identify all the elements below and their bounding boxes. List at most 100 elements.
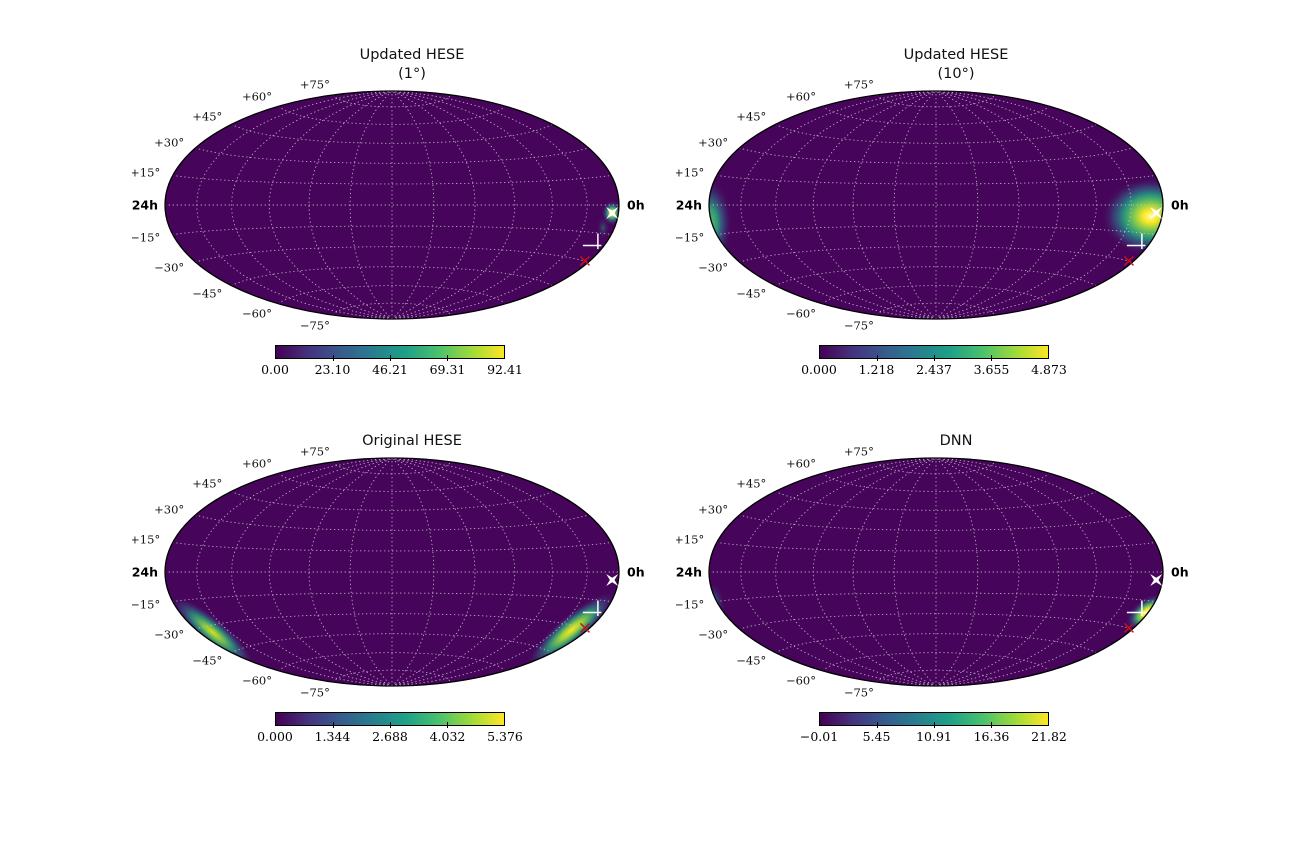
dec-label: −60° <box>786 306 816 320</box>
colorbar-tick <box>990 722 992 728</box>
map-base <box>709 91 1163 319</box>
dec-label: −45° <box>736 286 766 300</box>
dec-label: +30° <box>154 136 184 150</box>
dec-label: +45° <box>736 477 766 491</box>
colorbar-tick <box>933 355 935 361</box>
graticule-parallel <box>332 302 452 316</box>
graticule-meridian <box>935 91 979 319</box>
colorbar <box>275 345 505 361</box>
colorbar-tick-label: 21.82 <box>1031 729 1067 744</box>
ra-label-0h: 0h <box>1171 564 1189 579</box>
graticule-parallel <box>332 94 452 108</box>
cross-marker <box>582 600 602 616</box>
colorbar-tick <box>876 355 878 361</box>
panel-title-line: (1°) <box>398 66 426 82</box>
colorbar-tick <box>933 722 935 728</box>
ra-label-24h: 24h <box>676 564 702 579</box>
panel-original-hese: Original HESE +75° +60° +45° +30° +15° −15° −3… <box>132 407 692 752</box>
dec-label: −30° <box>698 261 728 275</box>
dec-label: +30° <box>154 503 184 517</box>
graticule-meridian <box>935 91 1060 319</box>
graticule-meridian <box>349 458 393 686</box>
graticule-parallel <box>332 461 452 475</box>
colorbar-tick <box>389 355 391 361</box>
colorbar <box>819 712 1049 728</box>
dec-label: +30° <box>698 136 728 150</box>
skymap-dnn: +75° +60° +45° +30° +15° −15° −30° −45° −60° −75°… <box>676 444 1189 699</box>
graticule-parallel <box>876 669 996 683</box>
graticule <box>709 458 1163 686</box>
dec-label: −45° <box>736 653 766 667</box>
colorbar-tick-label: 10.91 <box>916 729 952 744</box>
graticule-meridian <box>231 458 393 686</box>
ra-label-24h: 24h <box>132 197 158 212</box>
graticule-meridian <box>391 458 435 686</box>
ra-label-0h: 0h <box>627 564 645 579</box>
graticule-meridian <box>812 91 937 319</box>
cross-marker <box>1126 600 1146 616</box>
colorbar-tick-label: 0.000 <box>257 729 293 744</box>
dec-label: +45° <box>192 477 222 491</box>
panel-dnn: DNN +75° +60° +45° +30° +15° −15° −30° −45° −60°… <box>676 407 1236 752</box>
dec-label: +75° <box>844 77 874 91</box>
map-base <box>165 458 619 686</box>
cross-marker <box>582 233 602 249</box>
dec-label: +45° <box>192 110 222 124</box>
colorbar-tick-label: 0.000 <box>801 362 837 377</box>
dec-label: −15° <box>676 230 704 244</box>
ra-label-0h: 0h <box>1171 197 1189 212</box>
dec-label: +75° <box>844 444 874 458</box>
colorbar-tick-label: 46.21 <box>372 362 408 377</box>
graticule-meridian <box>935 458 979 686</box>
x-marker <box>579 255 590 266</box>
graticule-meridian <box>391 458 588 686</box>
graticule-meridian <box>268 91 393 319</box>
map-base <box>709 458 1163 686</box>
dec-label: −15° <box>132 597 160 611</box>
colorbar-tick-label: 2.688 <box>372 729 408 744</box>
graticule-meridian <box>391 458 516 686</box>
panel-title-line: (10°) <box>937 66 975 82</box>
graticule-parallel <box>716 542 1156 552</box>
colorbar-tick-label: 16.36 <box>973 729 1010 744</box>
dec-label: +15° <box>132 533 160 547</box>
colorbar-tick-label: −0.01 <box>799 729 839 744</box>
graticule-meridian <box>935 458 1060 686</box>
dec-label: −45° <box>192 286 222 300</box>
graticule-parallel <box>876 94 996 108</box>
panel-title: DNN <box>676 409 1236 451</box>
star-marker <box>1150 207 1163 219</box>
graticule-meridian <box>775 458 937 686</box>
colorbar-tick <box>332 355 334 361</box>
graticule <box>165 91 619 319</box>
dec-label: −75° <box>300 319 330 333</box>
graticule-parallel <box>876 461 996 475</box>
cross-marker <box>1126 233 1146 249</box>
panel-title-line: Updated HESE <box>903 47 1009 63</box>
colorbar-tick-label: 1.218 <box>858 362 895 377</box>
colorbar <box>819 345 1049 361</box>
graticule-meridian <box>812 458 937 686</box>
dec-label: +60° <box>786 90 816 104</box>
panel-title: Original HESE <box>132 409 692 451</box>
colorbar-tick-label: 5.45 <box>862 729 891 744</box>
dec-label: +45° <box>736 110 766 124</box>
dec-label: −60° <box>242 673 272 687</box>
colorbar-tick <box>332 722 334 728</box>
graticule-meridian <box>775 91 937 319</box>
graticule-meridian <box>349 91 393 319</box>
panel-title-line: DNN <box>939 433 973 449</box>
hotspot <box>169 595 256 670</box>
colorbar-tick-label: 4.873 <box>1031 362 1067 377</box>
graticule-meridian <box>391 458 553 686</box>
dec-label: +75° <box>300 444 330 458</box>
colorbar-tick-label: 69.31 <box>429 362 466 377</box>
colorbar-tick-label: 92.41 <box>487 362 523 377</box>
graticule-parallel <box>716 175 1156 185</box>
graticule-meridian <box>391 91 435 319</box>
graticule-meridian <box>740 458 937 686</box>
ra-label-0h: 0h <box>627 197 645 212</box>
graticule-meridian <box>268 458 393 686</box>
star-marker <box>1150 574 1163 586</box>
